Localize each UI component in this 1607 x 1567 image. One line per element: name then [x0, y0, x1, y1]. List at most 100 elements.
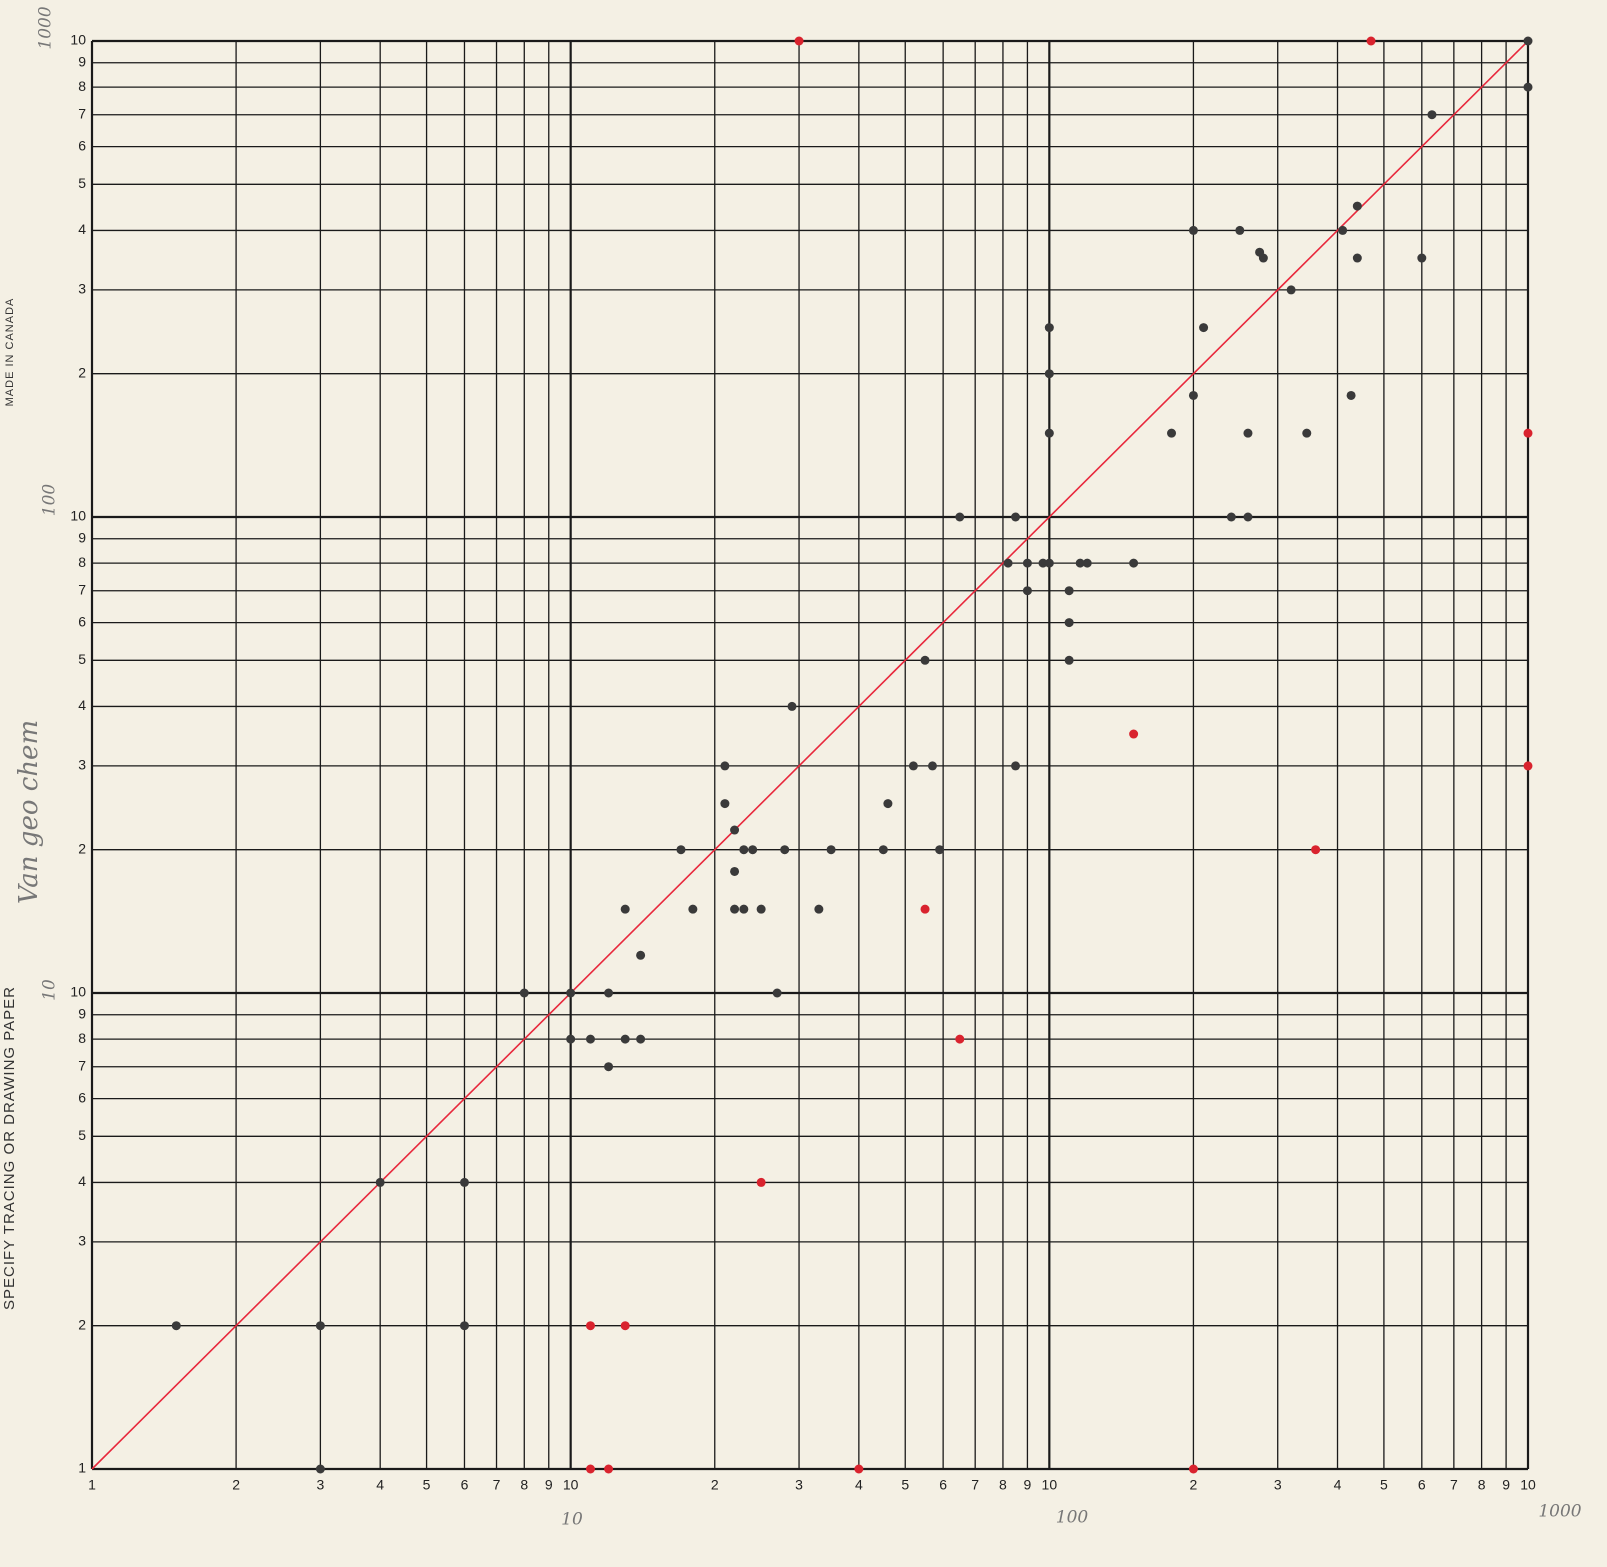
reference-line	[91, 40, 1529, 1470]
x-tick-label: 3	[795, 1477, 803, 1493]
x-tick-label: 4	[376, 1477, 384, 1493]
point	[604, 1464, 614, 1474]
point	[739, 845, 749, 855]
point	[1038, 558, 1048, 568]
point	[935, 845, 945, 855]
point	[676, 845, 686, 855]
maker-label: MADE IN CANADA	[4, 298, 16, 407]
x-tick-label: 9	[1502, 1477, 1510, 1493]
point	[854, 1464, 864, 1474]
point	[920, 904, 930, 914]
point	[1011, 761, 1021, 771]
point	[459, 1321, 469, 1331]
point	[1011, 512, 1021, 522]
point	[1188, 225, 1198, 235]
x-tick-label: 5	[423, 1477, 431, 1493]
y-tick-label: 4	[78, 1173, 86, 1189]
point	[878, 845, 888, 855]
point	[585, 1321, 595, 1331]
point	[1022, 586, 1032, 596]
point	[1286, 285, 1296, 295]
y-tick-label: 9	[78, 1005, 86, 1021]
x-tick-label: 10	[563, 1477, 579, 1493]
y-tick-label: 3	[78, 757, 86, 773]
point	[1302, 428, 1312, 438]
point	[1044, 428, 1054, 438]
point	[1199, 323, 1209, 333]
x-tick-label: 7	[1450, 1477, 1458, 1493]
point	[375, 1177, 385, 1187]
point	[636, 950, 646, 960]
point	[566, 988, 576, 998]
point	[1075, 558, 1085, 568]
y-tick-label: 3	[78, 1233, 86, 1249]
point	[315, 1464, 325, 1474]
point	[1366, 36, 1376, 46]
y-tick-label: 9	[78, 53, 86, 69]
point	[1417, 253, 1427, 263]
y-tick-label: 7	[78, 581, 86, 597]
point	[1064, 618, 1074, 628]
x-tick-label: 6	[939, 1477, 947, 1493]
y-tick-label: 7	[78, 1057, 86, 1073]
point	[826, 845, 836, 855]
y-tick-label: 5	[78, 651, 86, 667]
x-tick-label: 6	[461, 1477, 469, 1493]
point	[171, 1321, 181, 1331]
y-tick-label: 2	[78, 1316, 86, 1332]
handwritten-note: Van geo chem	[14, 720, 44, 904]
x-tick-label: 4	[1334, 1477, 1342, 1493]
point	[908, 761, 918, 771]
point	[459, 1177, 469, 1187]
point	[620, 904, 630, 914]
point	[604, 1062, 614, 1072]
y-tick-label: 5	[78, 1127, 86, 1143]
point	[927, 761, 937, 771]
point	[1044, 558, 1054, 568]
point	[519, 988, 529, 998]
point	[688, 904, 698, 914]
x-tick-label: 7	[971, 1477, 979, 1493]
y-tick-label: 5	[78, 175, 86, 191]
x-tick-label: 1	[88, 1477, 96, 1493]
point	[730, 825, 740, 835]
point	[955, 512, 965, 522]
y-decade-note: 100	[40, 484, 60, 517]
point	[1258, 253, 1268, 263]
point	[1243, 512, 1253, 522]
x-tick-label: 2	[711, 1477, 719, 1493]
point	[756, 1177, 766, 1187]
point	[1523, 36, 1533, 46]
point	[814, 904, 824, 914]
point	[794, 36, 804, 46]
x-tick-label: 8	[999, 1477, 1007, 1493]
x-tick-label: 5	[901, 1477, 909, 1493]
y-tick-label: 6	[78, 1089, 86, 1105]
x-tick-label: 9	[1024, 1477, 1032, 1493]
y-tick-label: 8	[78, 554, 86, 570]
point	[566, 1034, 576, 1044]
point	[1044, 369, 1054, 379]
y-tick-label: 1	[78, 1460, 86, 1476]
point	[585, 1464, 595, 1474]
point	[1346, 390, 1356, 400]
x-tick-label: 8	[1478, 1477, 1486, 1493]
point	[1044, 323, 1054, 333]
point	[756, 904, 766, 914]
point	[1523, 428, 1533, 438]
y-tick-label: 7	[78, 105, 86, 121]
x-tick-label: 2	[1190, 1477, 1198, 1493]
point	[1167, 428, 1177, 438]
y-tick-label: 8	[78, 78, 86, 94]
point	[955, 1034, 965, 1044]
x-tick-label: 8	[520, 1477, 528, 1493]
x-tick-label: 10	[1042, 1477, 1058, 1493]
point	[1243, 428, 1253, 438]
x-tick-label: 10	[1520, 1477, 1536, 1493]
point	[748, 845, 758, 855]
y-decade-note: 1000	[36, 6, 56, 49]
point	[1188, 390, 1198, 400]
point	[636, 1034, 646, 1044]
